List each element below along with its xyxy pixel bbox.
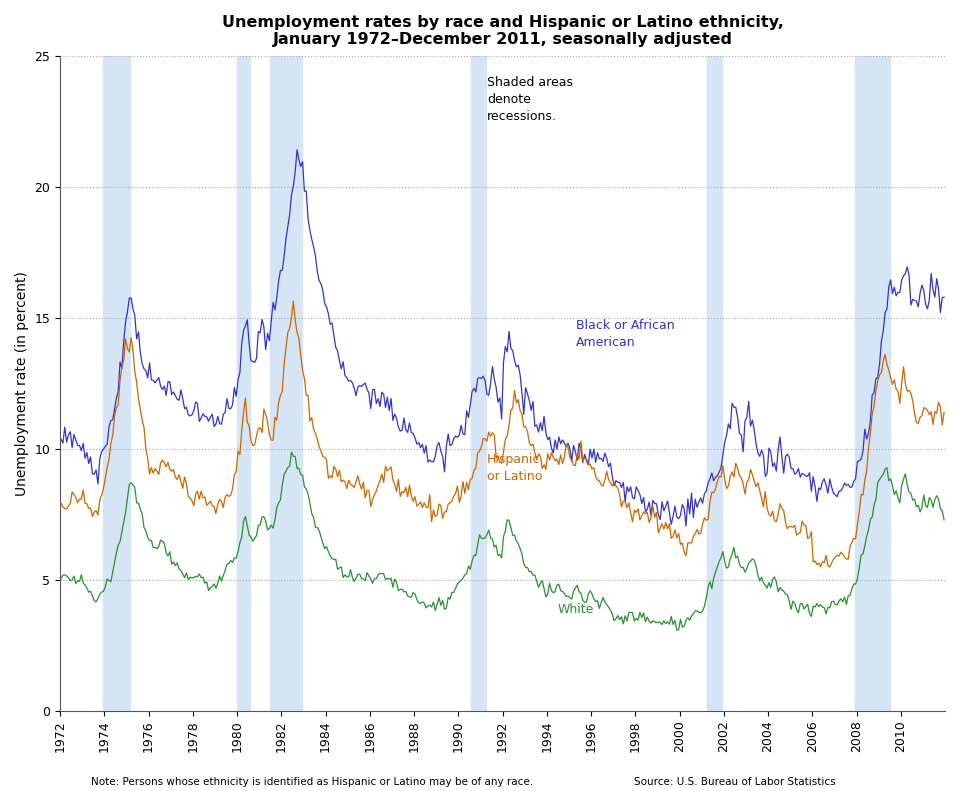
Title: Unemployment rates by race and Hispanic or Latino ethnicity,
January 1972–Decemb: Unemployment rates by race and Hispanic … <box>222 15 783 47</box>
Text: Source: U.S. Bureau of Labor Statistics: Source: U.S. Bureau of Labor Statistics <box>634 777 835 787</box>
Text: Note: Persons whose ethnicity is identified as Hispanic or Latino may be of any : Note: Persons whose ethnicity is identif… <box>91 777 534 787</box>
Bar <box>237 55 250 710</box>
Bar <box>854 55 890 710</box>
Bar <box>271 55 301 710</box>
Text: White: White <box>558 604 594 616</box>
Text: Shaded areas
denote
recessions.: Shaded areas denote recessions. <box>487 77 573 123</box>
Text: Black or African
American: Black or African American <box>576 319 674 349</box>
Text: Hispanic
or Latino: Hispanic or Latino <box>487 452 542 483</box>
Bar <box>103 55 131 710</box>
Y-axis label: Unemployment rate (in percent): Unemployment rate (in percent) <box>15 271 29 495</box>
Bar <box>708 55 722 710</box>
Bar <box>471 55 486 710</box>
